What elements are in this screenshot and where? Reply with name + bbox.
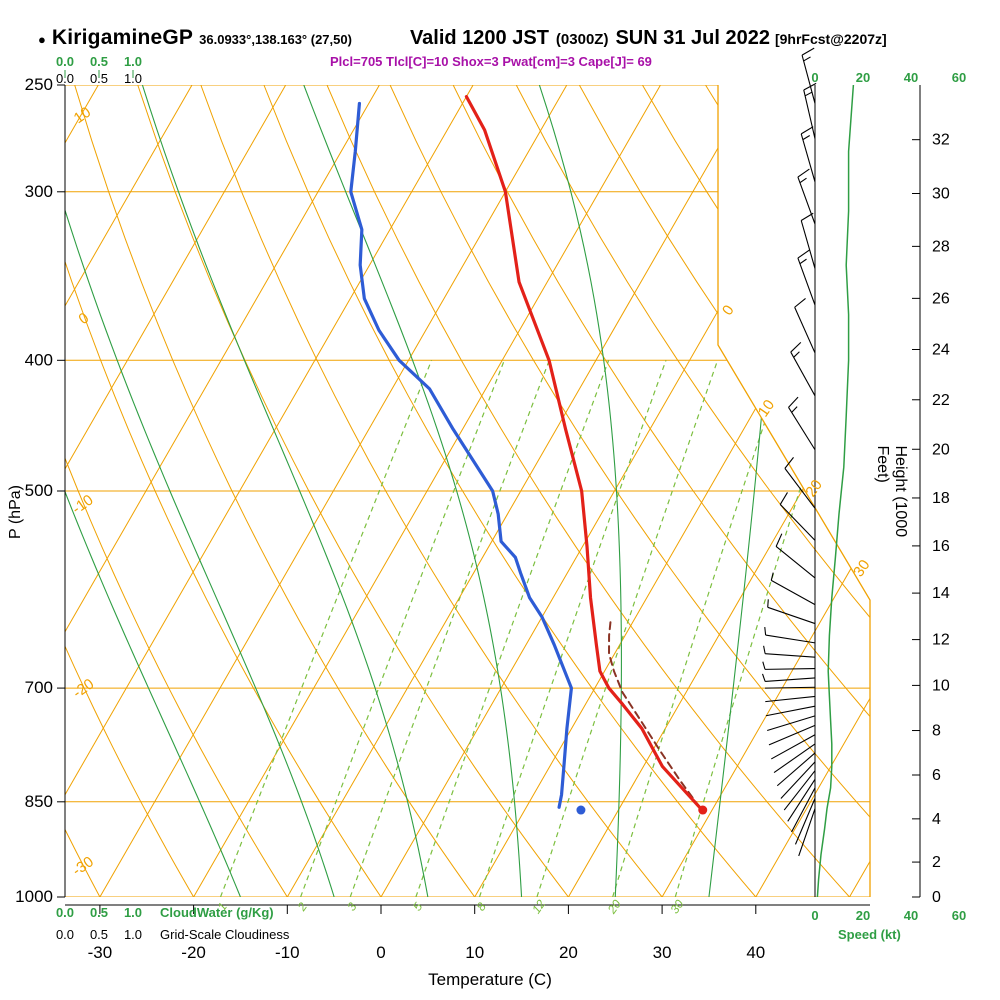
svg-text:10: 10 <box>755 397 778 420</box>
stability-indices: Plcl=705 Tlcl[C]=10 Shox=3 Pwat[cm]=3 Ca… <box>330 54 652 69</box>
svg-text:60: 60 <box>952 908 966 923</box>
svg-text:5: 5 <box>410 900 425 914</box>
svg-text:-30: -30 <box>88 943 113 962</box>
svg-text:10: 10 <box>932 677 950 694</box>
svg-text:0.0: 0.0 <box>56 54 74 69</box>
wind-barbs <box>761 47 817 857</box>
mixing-ratio-lines <box>219 360 842 897</box>
svg-text:0.0: 0.0 <box>56 927 74 942</box>
svg-text:8: 8 <box>932 723 941 740</box>
svg-text:0: 0 <box>719 302 738 319</box>
svg-text:0.5: 0.5 <box>90 54 108 69</box>
svg-text:20: 20 <box>802 477 825 500</box>
svg-text:20: 20 <box>559 943 578 962</box>
cloudiness-axis-title: Grid-Scale Cloudiness <box>160 927 290 942</box>
svg-text:1000: 1000 <box>15 887 53 906</box>
svg-text:40: 40 <box>904 908 918 923</box>
svg-text:0.5: 0.5 <box>90 927 108 942</box>
svg-text:18: 18 <box>932 490 950 507</box>
svg-text:40: 40 <box>746 943 765 962</box>
station-bullet-icon: ● <box>38 32 46 47</box>
svg-text:-20: -20 <box>181 943 206 962</box>
svg-text:500: 500 <box>25 481 53 500</box>
svg-text:300: 300 <box>25 182 53 201</box>
svg-text:22: 22 <box>932 392 950 409</box>
station-name: KirigamineGP <box>51 26 194 49</box>
valid-date: SUN 31 Jul 2022 <box>615 27 770 49</box>
svg-text:28: 28 <box>932 238 950 255</box>
header: ● KirigamineGP 36.0933°,138.163° (27,50)… <box>38 26 887 50</box>
svg-text:20: 20 <box>604 897 624 917</box>
speed-axis-title: Speed (kt) <box>838 927 901 942</box>
svg-text:1.0: 1.0 <box>124 71 142 86</box>
valid-time-zulu: (0300Z) <box>555 31 609 48</box>
pressure-axis-title: P (hPa) <box>7 485 24 539</box>
svg-text:400: 400 <box>25 350 53 369</box>
svg-text:-20: -20 <box>70 675 98 701</box>
svg-text:0: 0 <box>376 943 385 962</box>
temperature-curve <box>464 94 702 809</box>
svg-text:0.0: 0.0 <box>56 905 74 920</box>
svg-text:0: 0 <box>811 70 818 85</box>
station-coords: 36.0933°,138.163° (27,50) <box>199 32 352 47</box>
svg-text:6: 6 <box>932 767 941 784</box>
svg-text:20: 20 <box>856 70 870 85</box>
svg-text:20: 20 <box>932 441 950 458</box>
dewpoint-curve <box>349 101 574 809</box>
svg-text:26: 26 <box>932 290 950 307</box>
svg-text:30: 30 <box>850 557 873 580</box>
svg-text:60: 60 <box>952 70 966 85</box>
valid-time: Valid 1200 JST <box>409 27 549 49</box>
svg-text:40: 40 <box>904 70 918 85</box>
svg-text:0: 0 <box>932 889 941 906</box>
svg-text:850: 850 <box>25 792 53 811</box>
svg-text:4: 4 <box>932 811 941 828</box>
svg-text:32: 32 <box>932 132 950 149</box>
svg-text:2: 2 <box>294 900 310 915</box>
svg-text:250: 250 <box>25 75 53 94</box>
wind-speed-curve <box>816 84 855 898</box>
svg-text:2: 2 <box>932 854 941 871</box>
svg-text:20: 20 <box>856 908 870 923</box>
svg-text:10: 10 <box>465 943 484 962</box>
svg-text:30: 30 <box>932 185 950 202</box>
svg-text:30: 30 <box>667 897 686 916</box>
svg-text:12: 12 <box>932 632 950 649</box>
svg-text:12: 12 <box>529 897 548 916</box>
surface-dewpoint-dot <box>576 805 586 815</box>
svg-text:24: 24 <box>932 341 950 358</box>
svg-text:14: 14 <box>932 585 950 602</box>
svg-text:-30: -30 <box>69 853 97 879</box>
svg-text:700: 700 <box>25 678 53 697</box>
svg-text:-10: -10 <box>275 943 300 962</box>
svg-text:0.0: 0.0 <box>56 71 74 86</box>
svg-text:0.5: 0.5 <box>90 905 108 920</box>
svg-text:16: 16 <box>932 538 950 555</box>
svg-text:0: 0 <box>76 309 93 328</box>
svg-text:1.0: 1.0 <box>124 54 142 69</box>
svg-text:30: 30 <box>653 943 672 962</box>
svg-text:1.0: 1.0 <box>124 927 142 942</box>
svg-text:0.5: 0.5 <box>90 71 108 86</box>
parcel-path <box>608 620 701 809</box>
svg-text:3: 3 <box>344 900 359 914</box>
cloudwater-axis-title: CloudWater (g/Kg) <box>160 905 274 920</box>
temperature-axis-title: Temperature (C) <box>428 970 552 989</box>
height-axis-title: Height (1000 Feet) <box>874 445 909 538</box>
svg-text:8: 8 <box>474 900 489 914</box>
svg-text:10: 10 <box>71 104 94 127</box>
svg-text:0: 0 <box>811 908 818 923</box>
surface-temperature-dot <box>698 805 708 815</box>
svg-text:1.0: 1.0 <box>124 905 142 920</box>
forecast-tag: [9hrFcst@2207z] <box>774 31 887 47</box>
